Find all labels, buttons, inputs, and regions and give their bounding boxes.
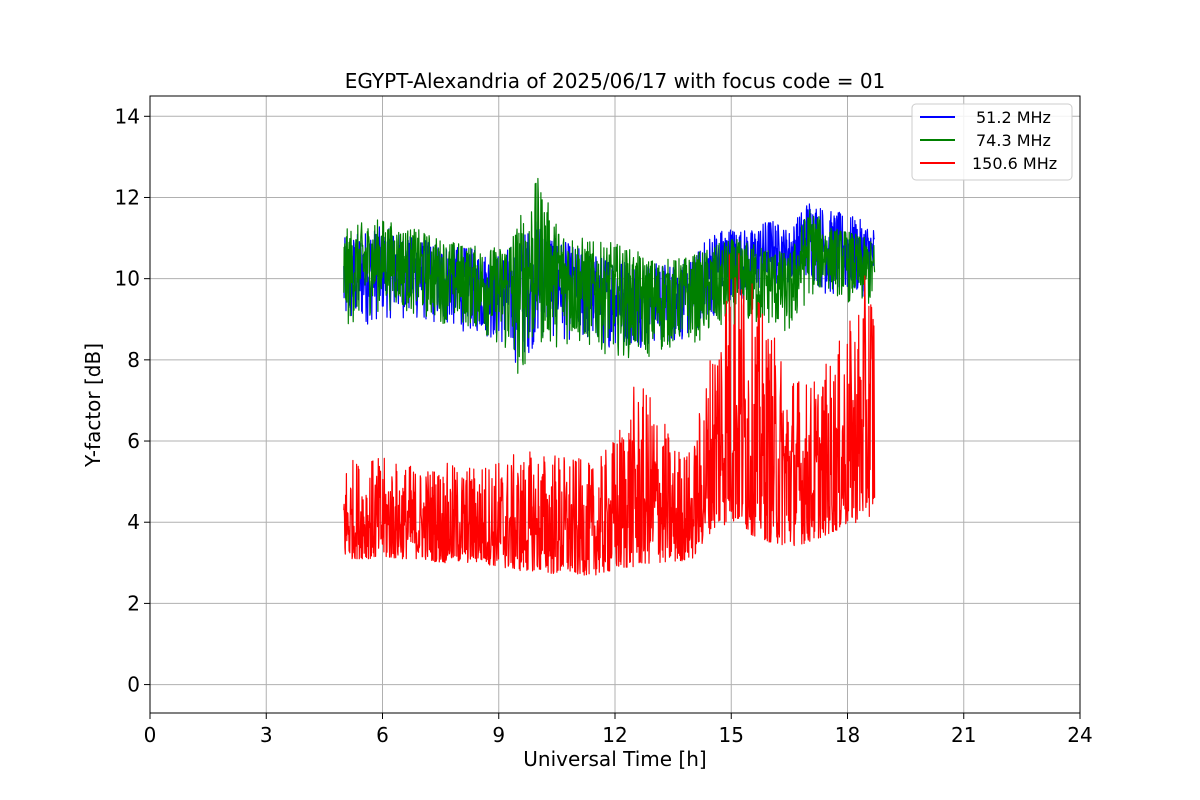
- y-tick-label: 14: [115, 104, 140, 128]
- y-tick-label: 2: [127, 591, 140, 615]
- legend-box: [911, 103, 1073, 181]
- y-axis-title: Y-factor [dB]: [81, 343, 105, 468]
- legend-label-74-3: 74.3 MHz: [976, 131, 1051, 150]
- x-tick-label: 6: [376, 723, 389, 747]
- series-layer: [343, 177, 876, 576]
- x-tick-label: 0: [144, 723, 157, 747]
- legend: 51.2 MHz 74.3 MHz 150.6 MHz: [911, 103, 1073, 181]
- y-axis: 0 2 4 6 8 10 12 14: [115, 104, 150, 697]
- y-tick-label: 8: [127, 348, 140, 372]
- legend-label-51-2: 51.2 MHz: [976, 108, 1051, 127]
- x-tick-label: 18: [835, 723, 860, 747]
- y-tick-label: 4: [127, 510, 140, 534]
- x-axis-title: Universal Time [h]: [523, 747, 706, 771]
- y-tick-label: 10: [115, 267, 140, 291]
- chart-title: EGYPT-Alexandria of 2025/06/17 with focu…: [345, 69, 886, 93]
- x-tick-label: 21: [951, 723, 976, 747]
- x-tick-label: 12: [602, 723, 627, 747]
- x-tick-label: 24: [1067, 723, 1092, 747]
- y-tick-label: 12: [115, 185, 140, 209]
- series-line-2: [343, 253, 876, 576]
- series-line-1: [343, 177, 876, 374]
- x-tick-label: 3: [260, 723, 273, 747]
- legend-label-150-6: 150.6 MHz: [972, 154, 1057, 173]
- x-axis: 0 3 6 9 12 15 18 21 24: [144, 713, 1093, 747]
- x-tick-label: 15: [719, 723, 744, 747]
- x-tick-label: 9: [492, 723, 505, 747]
- y-tick-label: 0: [127, 673, 140, 697]
- y-tick-label: 6: [127, 429, 140, 453]
